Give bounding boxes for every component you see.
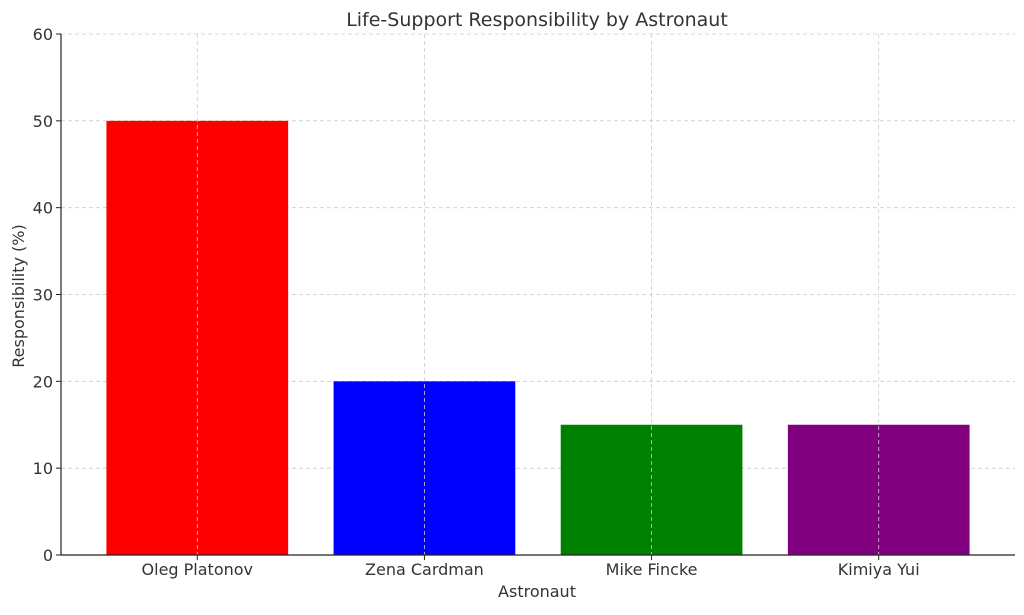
x-tick-label: Mike Fincke <box>606 560 698 579</box>
y-tick-label: 60 <box>33 25 53 44</box>
x-tick-label: Kimiya Yui <box>838 560 920 579</box>
x-tick-label: Zena Cardman <box>365 560 484 579</box>
y-tick-label: 30 <box>33 286 53 305</box>
bars-layer <box>106 120 970 555</box>
y-tick-label: 50 <box>33 112 53 131</box>
x-axis-label: Astronaut <box>498 582 576 601</box>
chart-title: Life-Support Responsibility by Astronaut <box>346 9 728 31</box>
grid-layer <box>61 33 1015 469</box>
y-tick-label: 10 <box>33 459 53 478</box>
y-tick-label: 20 <box>33 372 53 391</box>
x-tick-label: Oleg Platonov <box>142 560 253 579</box>
y-tick-label: 40 <box>33 199 53 218</box>
y-axis-label: Responsibility (%) <box>9 224 28 367</box>
y-tick-label: 0 <box>43 546 53 565</box>
ticks-layer: 0 10 20 30 40 50 60 Oleg Platonov Zena Cardman Mi… <box>33 25 920 579</box>
